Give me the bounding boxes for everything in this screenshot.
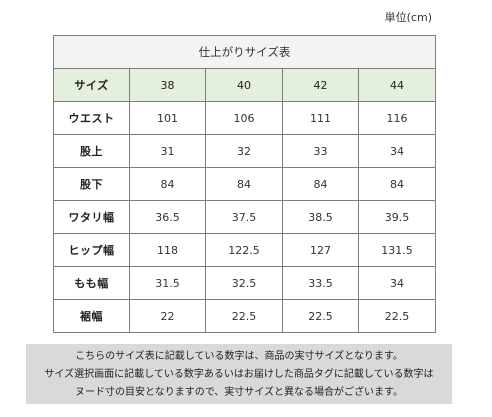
table-cell: 38.5 (282, 200, 359, 234)
table-cell: 36.5 (129, 200, 206, 234)
row-label: 裾幅 (53, 299, 130, 333)
note-line: サイズ選択画面に記載している数字あるいはお届けした商品タグに記載している数字は (44, 369, 434, 380)
note-line: こちらのサイズ表に記載している数字は、商品の実寸サイズとなります。 (75, 351, 403, 362)
table-cell: 22 (129, 299, 206, 333)
table-cell: 32 (205, 134, 283, 168)
table-row-waist: ウエスト 101 106 111 116 (53, 101, 436, 135)
table-cell: 34 (358, 266, 436, 300)
note-line: ヌード寸の目安となりますので、実寸サイズと異なる場合がございます。 (75, 387, 403, 398)
size-header-40: 40 (205, 68, 283, 102)
table-row-leg-width: もも幅 31.5 32.5 33.5 34 (53, 266, 436, 300)
size-note: こちらのサイズ表に記載している数字は、商品の実寸サイズとなります。 サイズ選択画… (26, 344, 452, 404)
table-cell: 22.5 (282, 299, 359, 333)
size-header-42: 42 (282, 68, 359, 102)
table-cell: 84 (129, 167, 206, 201)
table-cell: 131.5 (358, 233, 436, 267)
table-row-thigh-width: ワタリ幅 36.5 37.5 38.5 39.5 (53, 200, 436, 234)
table-title: 仕上がりサイズ表 (53, 35, 436, 69)
size-header-row: サイズ 38 40 42 44 (53, 68, 436, 102)
table-cell: 122.5 (205, 233, 283, 267)
table-row-rise: 股上 31 32 33 34 (53, 134, 436, 168)
table-row-inseam: 股下 84 84 84 84 (53, 167, 436, 201)
table-cell: 118 (129, 233, 206, 267)
size-table: 仕上がりサイズ表 サイズ 38 40 42 44 ウエスト 101 106 11… (53, 35, 436, 333)
table-row-hem-width: 裾幅 22 22.5 22.5 22.5 (53, 299, 436, 333)
table-cell: 22.5 (358, 299, 436, 333)
size-header-label: サイズ (53, 68, 130, 102)
table-cell: 31 (129, 134, 206, 168)
row-label: 股下 (53, 167, 130, 201)
table-cell: 33 (282, 134, 359, 168)
table-cell: 84 (282, 167, 359, 201)
table-cell: 106 (205, 101, 283, 135)
table-cell: 84 (358, 167, 436, 201)
table-cell: 32.5 (205, 266, 283, 300)
size-header-38: 38 (129, 68, 206, 102)
size-header-44: 44 (358, 68, 436, 102)
row-label: 股上 (53, 134, 130, 168)
table-cell: 101 (129, 101, 206, 135)
row-label: ヒップ幅 (53, 233, 130, 267)
row-label: もも幅 (53, 266, 130, 300)
table-cell: 31.5 (129, 266, 206, 300)
table-cell: 34 (358, 134, 436, 168)
table-cell: 22.5 (205, 299, 283, 333)
row-label: ワタリ幅 (53, 200, 130, 234)
table-cell: 39.5 (358, 200, 436, 234)
table-cell: 84 (205, 167, 283, 201)
table-cell: 37.5 (205, 200, 283, 234)
table-row-hip-width: ヒップ幅 118 122.5 127 131.5 (53, 233, 436, 267)
unit-label: 単位(cm) (384, 11, 432, 24)
table-cell: 116 (358, 101, 436, 135)
table-cell: 33.5 (282, 266, 359, 300)
table-cell: 127 (282, 233, 359, 267)
table-cell: 111 (282, 101, 359, 135)
row-label: ウエスト (53, 101, 130, 135)
table-title-row: 仕上がりサイズ表 (53, 35, 436, 69)
